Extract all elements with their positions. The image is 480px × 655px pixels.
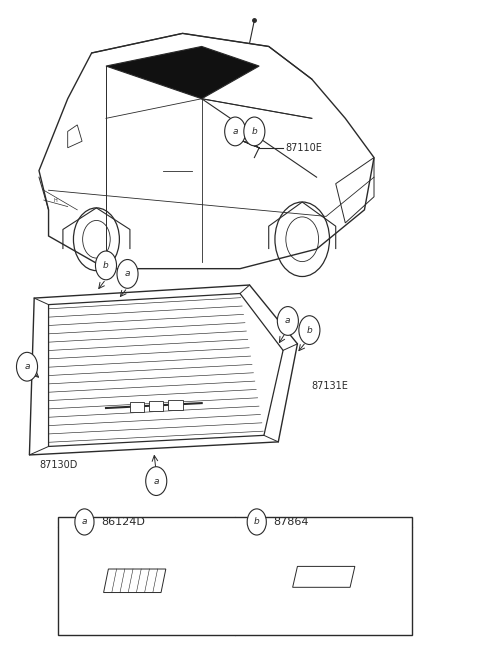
Text: a: a	[154, 477, 159, 485]
Circle shape	[96, 251, 117, 280]
Circle shape	[277, 307, 299, 335]
Text: a: a	[125, 269, 130, 278]
Bar	[168, 400, 182, 410]
Text: 86124D: 86124D	[101, 517, 145, 527]
Text: H: H	[54, 198, 58, 202]
Circle shape	[117, 259, 138, 288]
Bar	[149, 401, 163, 411]
Text: a: a	[82, 517, 87, 527]
Circle shape	[225, 117, 246, 146]
Text: 87864: 87864	[274, 517, 309, 527]
FancyBboxPatch shape	[58, 517, 412, 635]
Circle shape	[16, 352, 37, 381]
Text: b: b	[254, 517, 260, 527]
Text: b: b	[307, 326, 312, 335]
Circle shape	[299, 316, 320, 345]
Polygon shape	[106, 47, 259, 99]
Bar	[130, 402, 144, 412]
Text: a: a	[285, 316, 290, 326]
Text: b: b	[252, 127, 257, 136]
Text: 87131E: 87131E	[312, 381, 348, 391]
Text: 87130D: 87130D	[39, 460, 77, 470]
Circle shape	[244, 117, 265, 146]
Circle shape	[75, 509, 94, 535]
Text: 87110E: 87110E	[286, 143, 323, 153]
Text: a: a	[24, 362, 30, 371]
Circle shape	[146, 467, 167, 495]
Text: b: b	[103, 261, 109, 270]
Circle shape	[247, 509, 266, 535]
Text: a: a	[232, 127, 238, 136]
